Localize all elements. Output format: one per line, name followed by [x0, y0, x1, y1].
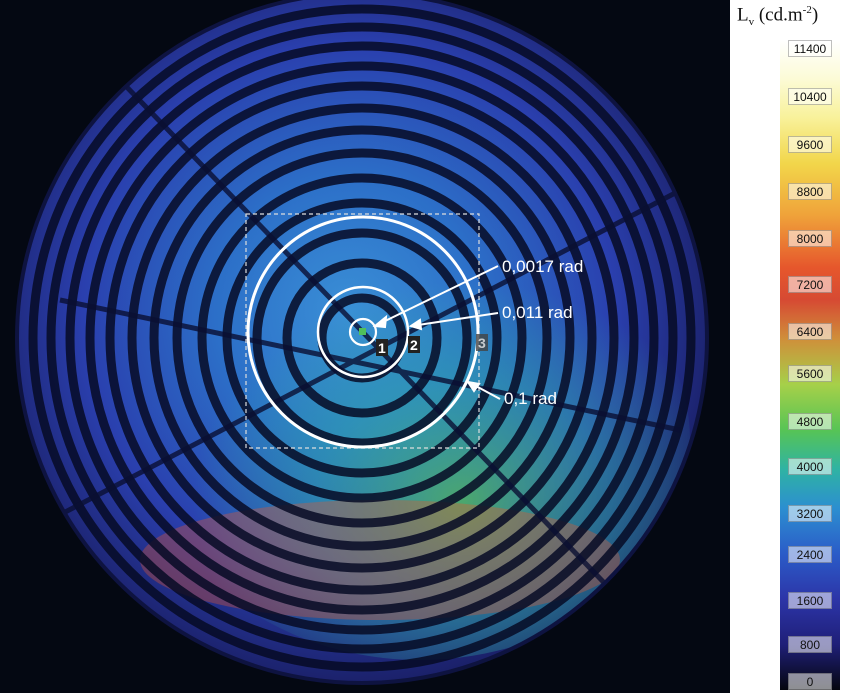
colorbar-tick-label: 4800 — [788, 413, 832, 430]
colorbar-tick-label: 6400 — [788, 323, 832, 340]
colorbar: 11400 10400 9600 8800 8000 7200 6400 5600 4800 40… — [780, 40, 840, 690]
colorbar-tick-label: 3200 — [788, 505, 832, 522]
marker-3: 3 — [478, 335, 486, 351]
colorbar-tick-label: 11400 — [788, 40, 832, 57]
colorbar-tick-label: 2400 — [788, 546, 832, 563]
colorbar-tick-label: 1600 — [788, 592, 832, 609]
aperture-circle-3 — [246, 215, 480, 449]
colorbar-tick-label: 800 — [788, 636, 832, 653]
aperture-circle-2 — [316, 285, 410, 379]
colorbar-tick-label: 9600 — [788, 136, 832, 153]
label-0-1-rad: 0,1 rad — [504, 389, 557, 408]
luminance-map: 1 2 3 0,0017 rad 0,011 rad 0,1 rad — [15, 0, 709, 685]
colorbar-tick-label: 7200 — [788, 276, 832, 293]
colorbar-tick-label: 5600 — [788, 365, 832, 382]
marker-1: 1 — [378, 340, 386, 356]
colorbar-tick-label: 10400 — [788, 88, 832, 105]
label-0-011-rad: 0,011 rad — [502, 303, 573, 322]
colorbar-tick-label: 0 — [788, 673, 832, 690]
colorbar-tick-label: 8000 — [788, 230, 832, 247]
aperture-circle-1 — [348, 317, 378, 347]
colorbar-title: Lv (cd.m-2) — [737, 4, 819, 29]
colorbar-tick-label: 8800 — [788, 183, 832, 200]
luminance-image: 1 2 3 0,0017 rad 0,011 rad 0,1 rad — [0, 0, 730, 693]
marker-2: 2 — [410, 337, 418, 353]
colorbar-tick-label: 4000 — [788, 458, 832, 475]
label-0-0017-rad: 0,0017 rad — [502, 257, 583, 276]
fresnel-lens — [17, 0, 707, 683]
